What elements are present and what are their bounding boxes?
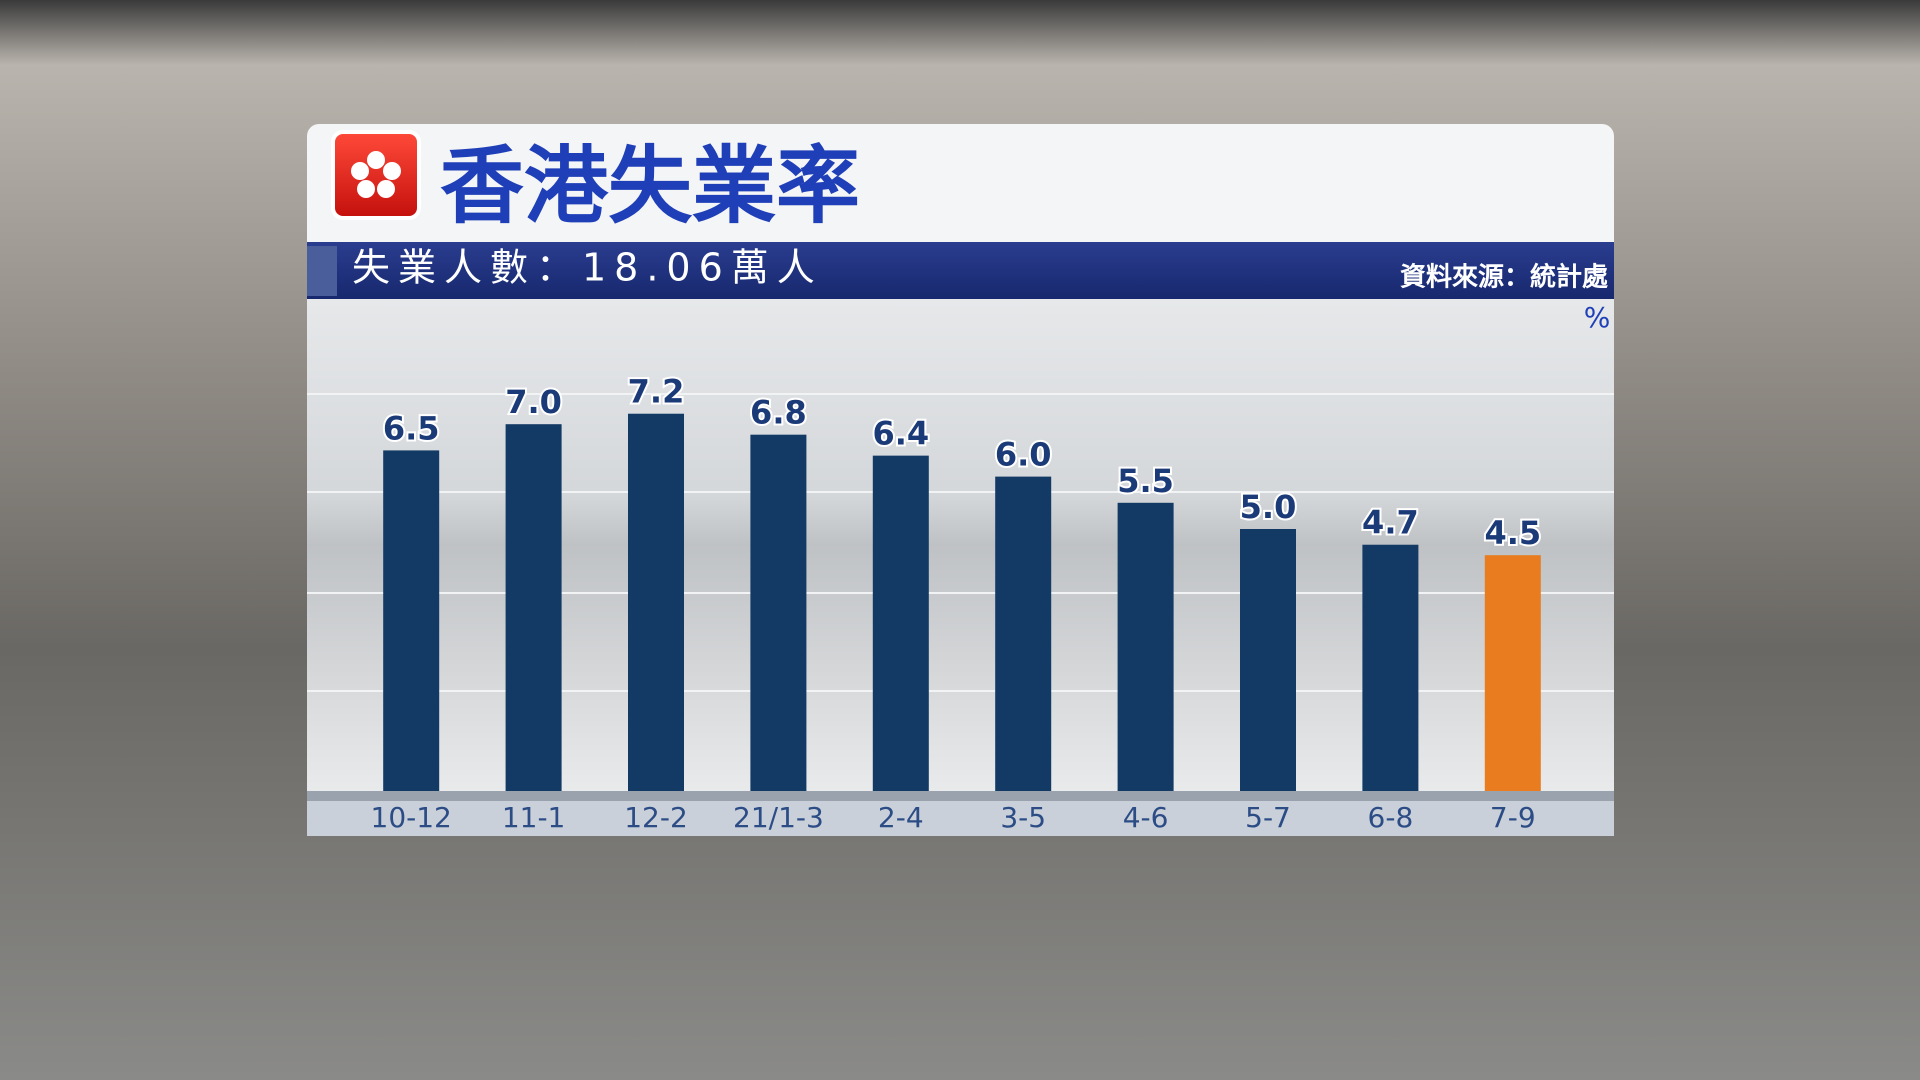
- bar: [1362, 544, 1419, 791]
- x-tick-label: 10-12: [371, 801, 452, 834]
- subtitle: 失業人數：18.06萬人: [352, 246, 823, 290]
- chart-title: 香港失業率: [440, 137, 860, 235]
- value-label: 4.7: [1362, 504, 1419, 542]
- value-label: 7.0: [505, 383, 562, 421]
- bar: [1117, 502, 1174, 791]
- bar: [505, 424, 562, 791]
- x-tick-label: 11-1: [502, 801, 566, 834]
- value-label: 5.0: [1240, 488, 1297, 526]
- bar: [872, 455, 929, 791]
- band-accent: [307, 246, 337, 296]
- value-label: 7.2: [628, 373, 685, 411]
- bar: [628, 413, 684, 791]
- bar: [750, 434, 807, 791]
- value-label: 6.5: [383, 409, 440, 447]
- x-tick-label: 2-4: [878, 801, 924, 834]
- value-label: 5.5: [1117, 462, 1174, 500]
- value-label: 6.0: [995, 436, 1052, 474]
- x-tick-label: 5-7: [1245, 801, 1291, 834]
- bar: [1240, 529, 1296, 791]
- x-tick-label: 7-9: [1490, 801, 1536, 834]
- flag-flower: [351, 151, 401, 198]
- x-tick-label: 21/1-3: [733, 801, 824, 834]
- unit-label: %: [1584, 301, 1611, 334]
- category-strip: [307, 801, 1614, 836]
- flag-icon: [331, 130, 421, 220]
- value-label: 6.8: [750, 394, 807, 432]
- bar: [383, 450, 440, 791]
- bar: [1484, 555, 1541, 791]
- x-tick-label: 3-5: [1000, 801, 1046, 834]
- x-tick-label: 12-2: [624, 801, 688, 834]
- subtitle-band: [307, 242, 1614, 299]
- value-label: 6.4: [872, 415, 929, 453]
- x-tick-label: 4-6: [1123, 801, 1169, 834]
- value-label: 4.5: [1484, 514, 1541, 552]
- bar: [995, 476, 1052, 791]
- source: 資料來源：統計處: [1400, 262, 1608, 293]
- axis-base: [307, 791, 1614, 801]
- x-tick-label: 6-8: [1368, 801, 1414, 834]
